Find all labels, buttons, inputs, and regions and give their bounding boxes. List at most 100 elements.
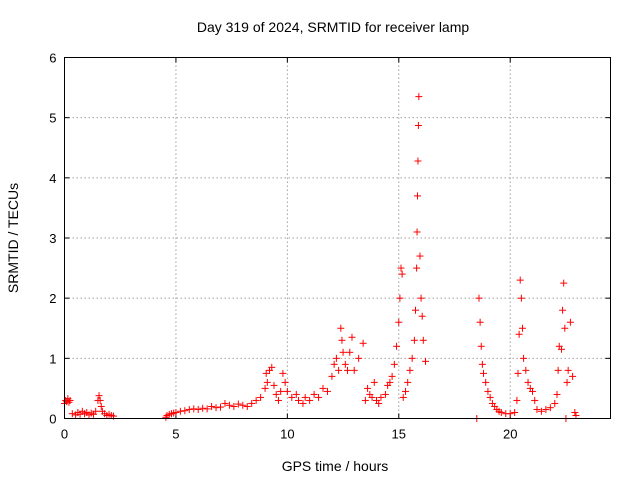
- data-point: [410, 336, 418, 344]
- data-point: [563, 378, 571, 386]
- data-point: [531, 396, 539, 404]
- data-point: [422, 357, 430, 365]
- data-point: [315, 393, 323, 401]
- data-point: [344, 366, 352, 374]
- x-tick-label: 20: [503, 427, 517, 442]
- data-point: [533, 405, 541, 413]
- data-point: [323, 387, 331, 395]
- data-point: [406, 366, 414, 374]
- data-point: [497, 408, 505, 416]
- data-point: [524, 378, 532, 386]
- data-point: [299, 399, 307, 407]
- y-tick-label: 0: [49, 412, 56, 427]
- data-point: [401, 387, 409, 395]
- data-point: [569, 372, 577, 380]
- data-point: [288, 393, 296, 401]
- data-point: [414, 121, 422, 129]
- data-point: [66, 396, 74, 404]
- y-tick-label: 6: [49, 51, 56, 66]
- data-point: [162, 413, 170, 421]
- data-point: [560, 279, 568, 287]
- y-tick-label: 3: [49, 231, 56, 246]
- data-point: [479, 369, 487, 377]
- data-point: [272, 390, 280, 398]
- data-point: [529, 387, 536, 395]
- data-point: [341, 360, 349, 368]
- data-point: [571, 408, 579, 416]
- data-point: [381, 390, 389, 398]
- data-point: [176, 407, 184, 415]
- data-point: [277, 387, 285, 395]
- data-point: [561, 324, 569, 332]
- data-point: [486, 393, 494, 401]
- data-point: [330, 360, 338, 368]
- data-point: [328, 372, 336, 380]
- data-point: [404, 378, 412, 386]
- data-point: [239, 401, 247, 409]
- data-point: [484, 387, 492, 395]
- data-point: [263, 378, 271, 386]
- data-point: [212, 404, 220, 412]
- data-point: [261, 384, 269, 392]
- data-point: [97, 402, 105, 410]
- y-tick-label: 2: [49, 291, 56, 306]
- data-point: [476, 318, 484, 326]
- data-point: [515, 330, 523, 338]
- data-point: [537, 407, 545, 415]
- data-point: [517, 294, 525, 302]
- data-point: [301, 393, 309, 401]
- x-tick-label: 0: [61, 427, 68, 442]
- data-point: [350, 366, 358, 374]
- data-markers: [61, 93, 580, 422]
- data-point: [396, 294, 404, 302]
- data-point: [262, 369, 270, 377]
- data-point: [181, 407, 189, 415]
- data-point: [386, 378, 394, 386]
- data-point: [514, 369, 522, 377]
- data-point: [413, 264, 421, 272]
- data-point: [332, 354, 340, 362]
- data-point: [388, 372, 396, 380]
- x-tick-label: 5: [172, 427, 179, 442]
- data-point: [292, 390, 300, 398]
- data-point: [518, 324, 526, 332]
- data-point: [95, 392, 103, 400]
- data-point: [399, 393, 407, 401]
- data-point: [203, 405, 211, 413]
- data-point: [520, 354, 528, 362]
- data-point: [377, 393, 385, 401]
- y-tick-label: 5: [49, 111, 56, 126]
- data-point: [208, 402, 216, 410]
- data-point: [339, 348, 347, 356]
- data-point: [375, 399, 383, 407]
- data-point: [557, 345, 565, 353]
- data-point: [414, 157, 422, 165]
- data-point: [554, 366, 562, 374]
- data-point: [361, 396, 369, 404]
- data-point: [393, 342, 401, 350]
- data-point: [478, 360, 486, 368]
- data-point: [234, 400, 242, 408]
- data-point: [270, 381, 278, 389]
- data-point: [199, 404, 207, 412]
- data-point: [572, 411, 580, 419]
- data-point: [475, 294, 483, 302]
- chart-title: Day 319 of 2024, SRMTID for receiver lam…: [197, 19, 470, 35]
- data-point: [390, 360, 398, 368]
- data-point: [306, 396, 314, 404]
- x-tick-label: 10: [280, 427, 294, 442]
- data-point: [346, 348, 354, 356]
- data-point: [370, 378, 378, 386]
- data-point: [283, 387, 291, 395]
- data-point: [559, 306, 567, 314]
- data-point: [359, 339, 367, 347]
- data-point: [408, 354, 416, 362]
- data-point: [511, 408, 519, 416]
- data-point: [243, 402, 251, 410]
- data-point: [337, 324, 345, 332]
- data-point: [185, 405, 193, 413]
- x-tick-label: 15: [392, 427, 406, 442]
- data-point: [413, 228, 421, 236]
- data-point: [551, 399, 559, 407]
